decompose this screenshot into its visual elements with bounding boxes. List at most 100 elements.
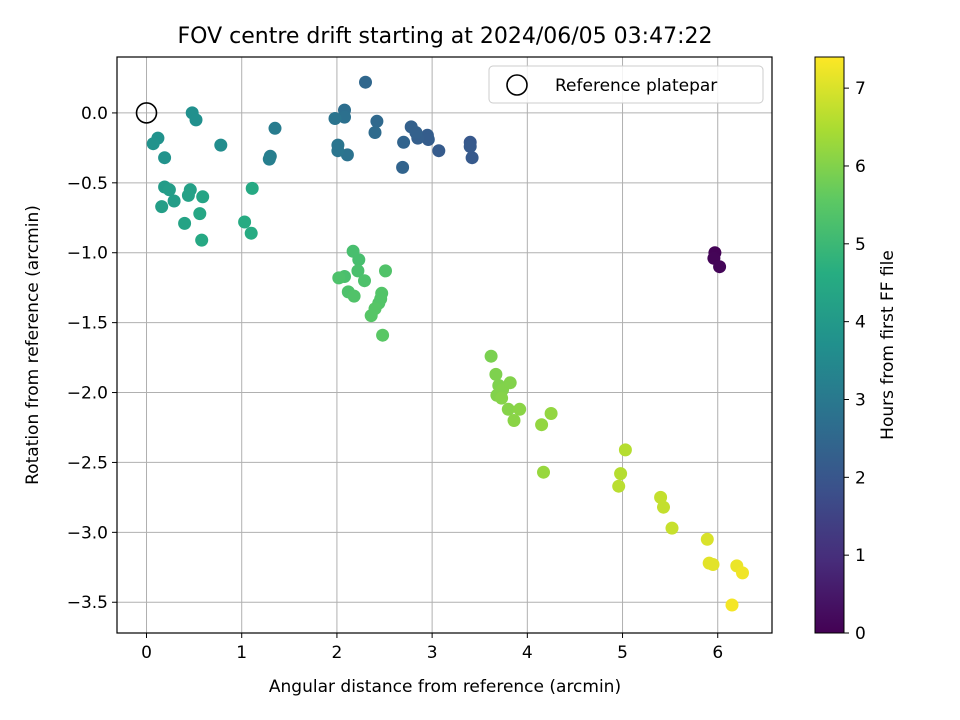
data-point xyxy=(501,402,515,416)
data-point xyxy=(331,144,345,158)
colorbar-tick-label: 6 xyxy=(855,157,866,177)
legend: Reference platepar xyxy=(488,65,764,104)
y-tick-label: 0.0 xyxy=(81,104,108,124)
data-point xyxy=(700,532,714,546)
data-point xyxy=(155,200,169,214)
data-point xyxy=(245,181,259,195)
data-point xyxy=(167,194,181,208)
data-point xyxy=(614,467,628,481)
data-point xyxy=(421,133,435,146)
data-point xyxy=(332,271,346,285)
legend-box xyxy=(488,65,764,104)
data-point xyxy=(503,376,517,390)
reference-platepar-marker xyxy=(135,102,158,124)
data-point xyxy=(706,558,720,571)
y-tick-label: −0.5 xyxy=(67,174,108,194)
x-axis-ticks: 0 1 2 3 4 5 6 xyxy=(141,633,723,663)
colorbar-ticks: 0 1 2 3 4 5 6 7 xyxy=(844,79,866,644)
data-point xyxy=(654,490,668,504)
plot-area: 0 1 2 3 4 5 6 0.0 −0.5 −1.0 −1.5 −2.0 −2.5 −3.0 −3.5 xyxy=(67,56,773,663)
x-tick-label: 3 xyxy=(427,643,438,663)
data-point xyxy=(368,126,382,139)
data-point xyxy=(657,500,670,514)
data-point xyxy=(544,407,558,420)
data-point xyxy=(465,151,479,165)
data-point xyxy=(238,215,252,229)
x-tick-label: 5 xyxy=(617,643,628,663)
colorbar-gradient xyxy=(815,57,844,633)
data-point xyxy=(189,113,203,127)
x-tick-label: 1 xyxy=(236,643,247,663)
data-point xyxy=(196,190,210,204)
data-point xyxy=(347,289,361,303)
data-point xyxy=(665,521,679,535)
y-tick-label: −1.0 xyxy=(67,244,108,264)
data-point xyxy=(370,114,384,128)
data-point xyxy=(713,260,727,274)
data-point xyxy=(736,566,749,580)
data-point xyxy=(193,207,207,221)
y-tick-label: −2.0 xyxy=(67,384,108,404)
data-point xyxy=(396,160,410,174)
legend-label: Reference platepar xyxy=(555,76,717,96)
colorbar-tick-label: 1 xyxy=(855,546,866,566)
data-point xyxy=(379,264,392,278)
y-axis-ticks: 0.0 −0.5 −1.0 −1.5 −2.0 −2.5 −3.0 −3.5 xyxy=(67,104,117,613)
data-point xyxy=(376,328,390,342)
data-point xyxy=(489,367,503,381)
data-point xyxy=(535,418,549,432)
data-point xyxy=(397,135,411,149)
data-point xyxy=(181,188,195,202)
data-point xyxy=(484,349,498,363)
y-axis-label: Rotation from reference (arcmin) xyxy=(23,205,43,485)
data-point xyxy=(162,183,176,197)
colorbar-tick-label: 7 xyxy=(855,79,866,99)
data-point xyxy=(463,140,477,153)
colorbar-tick-label: 0 xyxy=(855,624,866,644)
y-tick-label: −2.5 xyxy=(67,453,108,473)
data-point xyxy=(359,75,372,89)
data-point xyxy=(262,152,276,166)
data-point xyxy=(328,112,342,125)
y-tick-label: −3.5 xyxy=(67,593,108,613)
data-point xyxy=(618,443,632,457)
colorbar-frame xyxy=(814,56,845,634)
colorbar: 0 1 2 3 4 5 6 7 Hours from first FF file xyxy=(814,56,898,644)
x-tick-label: 6 xyxy=(712,643,723,663)
legend-marker-icon xyxy=(506,74,528,96)
data-point xyxy=(338,110,351,124)
data-point xyxy=(244,226,258,240)
colorbar-tick-label: 5 xyxy=(855,235,866,255)
data-point xyxy=(364,309,378,323)
x-tick-label: 2 xyxy=(332,643,343,663)
data-point xyxy=(178,216,192,230)
data-point xyxy=(432,144,446,158)
data-point xyxy=(725,598,739,612)
colorbar-tick-label: 4 xyxy=(855,313,866,333)
data-point xyxy=(268,121,282,135)
data-point xyxy=(195,233,209,247)
data-point xyxy=(495,391,509,405)
data-point xyxy=(513,402,527,416)
y-tick-label: −3.0 xyxy=(67,523,108,543)
data-point xyxy=(404,120,418,134)
plot-frame xyxy=(116,56,773,634)
x-tick-label: 0 xyxy=(141,643,152,663)
x-axis-label: Angular distance from reference (arcmin) xyxy=(269,677,621,697)
colorbar-tick-label: 2 xyxy=(855,468,866,488)
y-tick-label: −1.5 xyxy=(67,314,108,334)
data-point xyxy=(214,138,228,152)
data-point xyxy=(537,465,550,479)
chart-title: FOV centre drift starting at 2024/06/05 … xyxy=(178,24,713,49)
x-tick-label: 4 xyxy=(522,643,533,663)
data-point xyxy=(358,274,371,288)
data-point xyxy=(146,137,160,151)
data-point xyxy=(507,414,521,427)
data-point xyxy=(612,479,626,493)
colorbar-tick-label: 3 xyxy=(855,390,866,410)
colorbar-label: Hours from first FF file xyxy=(878,250,898,440)
data-point xyxy=(352,253,366,267)
data-point xyxy=(351,264,365,278)
data-points xyxy=(146,75,749,612)
